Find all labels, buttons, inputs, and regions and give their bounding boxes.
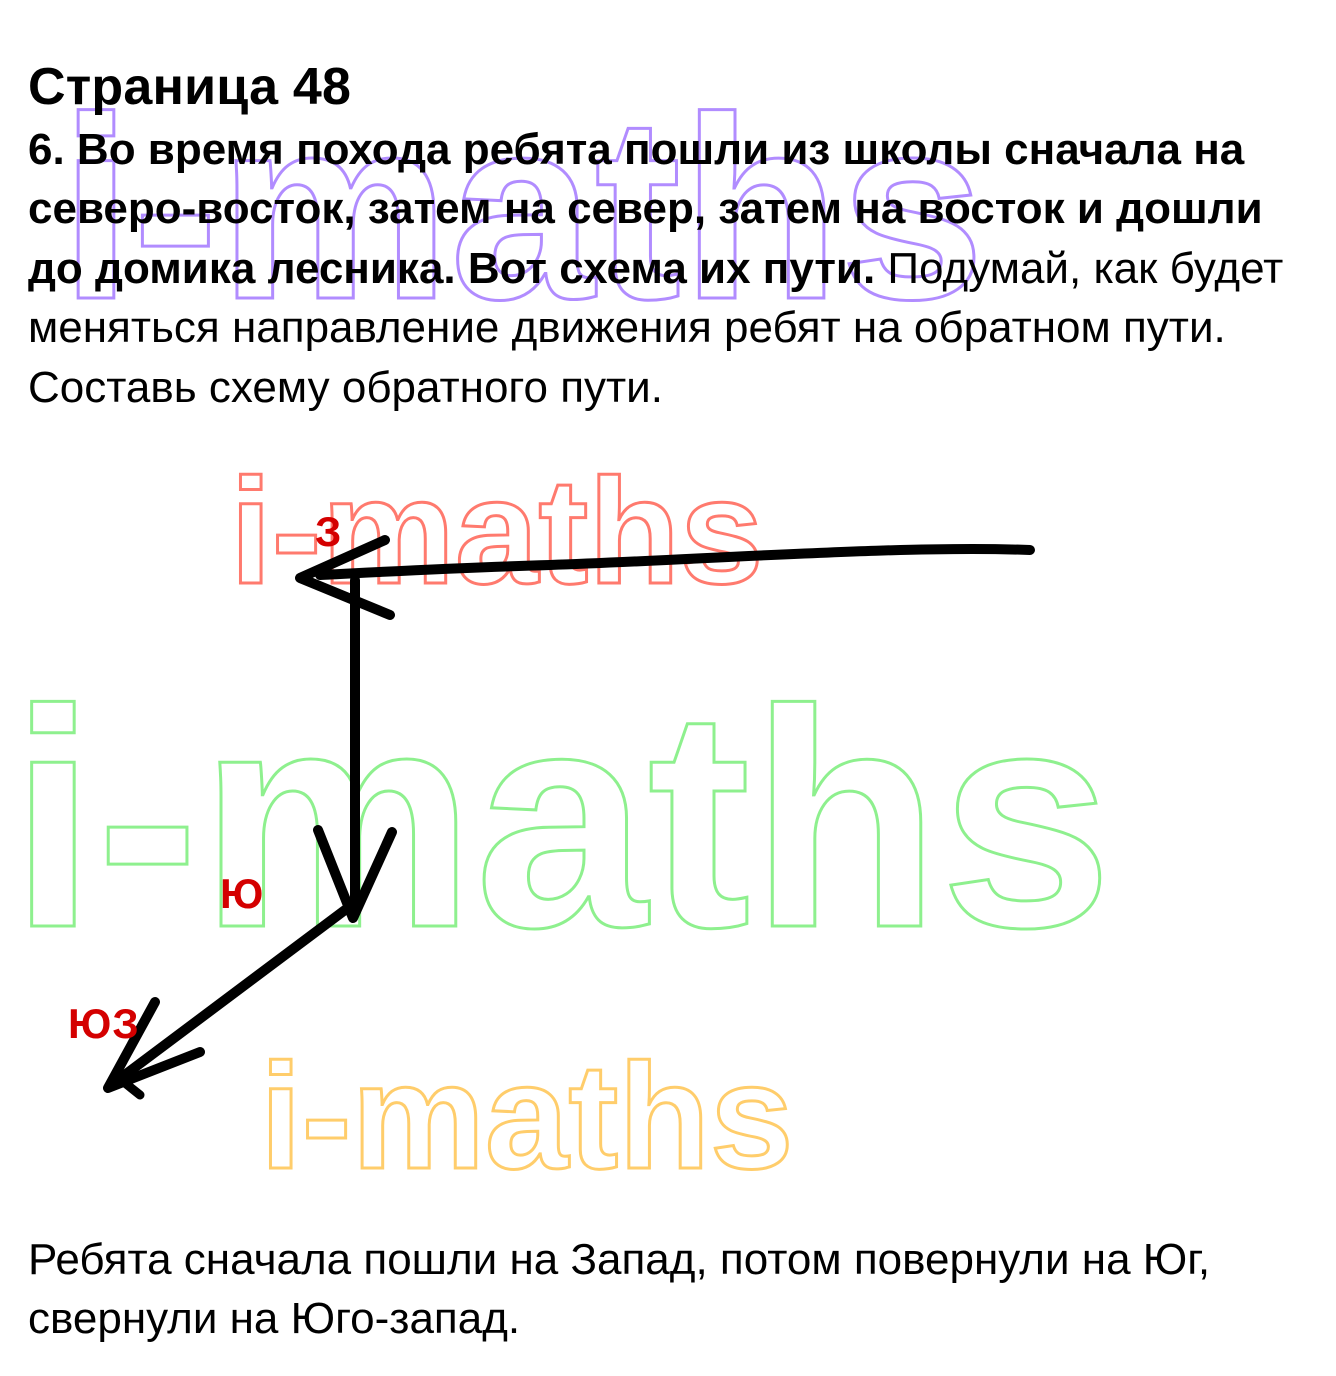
page: i-maths Страница 48 6. Во время похода р… — [0, 0, 1336, 1376]
answer-text: Ребята сначала пошли на Запад, потом пов… — [28, 1230, 1308, 1349]
label-west: З — [315, 508, 342, 556]
label-south: Ю — [220, 870, 264, 918]
label-southwest: ЮЗ — [68, 1000, 140, 1048]
path-diagram — [0, 0, 1336, 1376]
